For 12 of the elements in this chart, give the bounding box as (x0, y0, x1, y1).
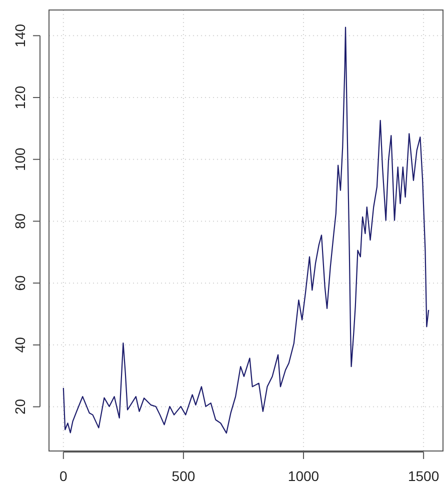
y-tick-label: 20 (12, 398, 28, 415)
y-tick-label: 120 (12, 86, 28, 110)
x-tick-label: 500 (172, 468, 196, 484)
x-tick-label: 1000 (288, 468, 320, 484)
y-tick-label: 80 (12, 213, 28, 230)
x-tick-label: 1500 (408, 468, 440, 484)
line-series (62, 26, 430, 434)
y-tick-label: 140 (12, 24, 28, 48)
x-tick-label: 0 (60, 468, 68, 484)
y-tick-label: 100 (12, 147, 28, 172)
y-tick-label: 40 (12, 336, 28, 353)
y-tick-label: 60 (12, 275, 28, 291)
